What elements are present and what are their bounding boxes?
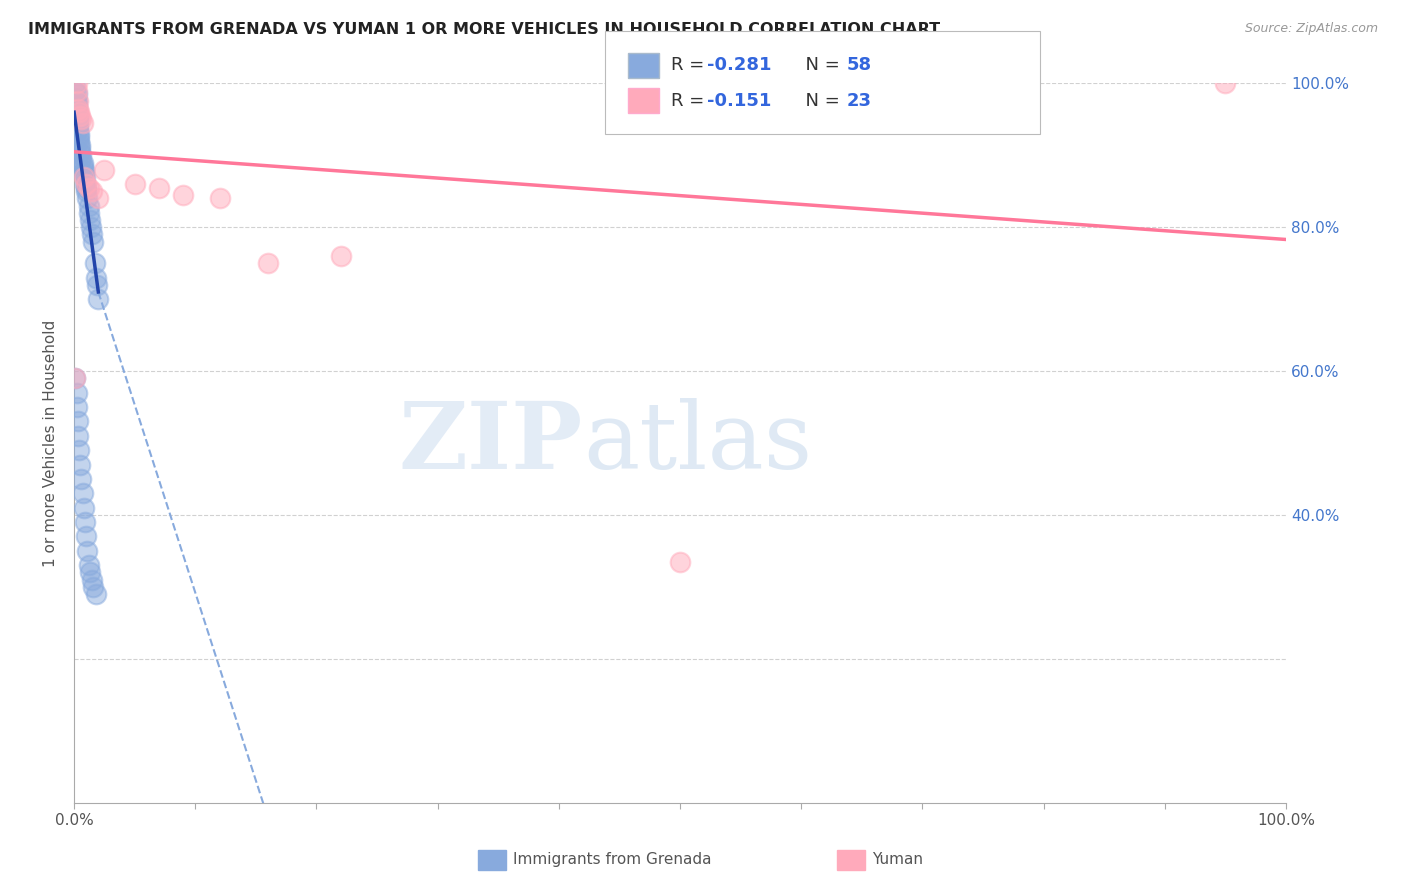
Point (73, 177, 96, 191)
Point (77, 180, 100, 194)
Point (73, 166, 96, 180)
Point (76, 544, 98, 558)
Point (172, 187, 194, 202)
Point (82, 573, 104, 587)
Point (80, 220, 103, 235)
Point (87, 292, 110, 306)
Point (82, 184, 104, 198)
Point (84, 587, 107, 601)
Point (79, 566, 101, 580)
Point (67, 127, 90, 141)
Text: 58: 58 (846, 56, 872, 74)
Point (69, 137, 91, 152)
Point (65, 87, 87, 102)
Point (77, 558, 100, 573)
Point (86, 277, 108, 292)
Point (72, 155, 94, 169)
Point (75, 177, 97, 191)
Text: N =: N = (794, 56, 846, 74)
Point (83, 256, 105, 270)
Point (87, 192, 110, 206)
Point (66, 102, 89, 116)
Point (65, 105, 87, 120)
Point (82, 580, 104, 594)
Point (73, 169, 96, 184)
Text: IMMIGRANTS FROM GRENADA VS YUMAN 1 OR MORE VEHICLES IN HOUSEHOLD CORRELATION CHA: IMMIGRANTS FROM GRENADA VS YUMAN 1 OR MO… (28, 22, 941, 37)
Point (1215, 77, 1237, 91)
Point (148, 180, 170, 194)
Point (66, 123, 89, 137)
Point (70, 152, 93, 166)
Text: N =: N = (794, 92, 846, 110)
Point (65, 98, 87, 112)
Point (66, 414, 89, 428)
Text: -0.281: -0.281 (707, 56, 772, 74)
Point (65, 77, 87, 91)
Point (77, 206, 100, 220)
Point (257, 256, 280, 270)
Point (669, 555, 692, 569)
Point (67, 105, 90, 120)
Point (75, 529, 97, 543)
Point (73, 162, 96, 177)
Point (69, 109, 91, 123)
Text: R =: R = (671, 56, 710, 74)
Text: 23: 23 (846, 92, 872, 110)
Point (67, 134, 90, 148)
Point (84, 270, 107, 285)
Point (66, 112, 89, 127)
Text: ZIP: ZIP (399, 398, 583, 488)
Text: -0.151: -0.151 (707, 92, 772, 110)
Point (65, 371, 87, 385)
Point (82, 227, 104, 242)
Point (65, 84, 87, 98)
Point (82, 235, 104, 249)
Y-axis label: 1 or more Vehicles in Household: 1 or more Vehicles in Household (44, 319, 58, 566)
Point (72, 116, 94, 130)
Point (75, 184, 97, 198)
Point (93, 162, 115, 177)
Point (76, 192, 98, 206)
Point (70, 472, 93, 486)
Point (67, 443, 90, 458)
Point (72, 486, 94, 500)
Point (65, 84, 87, 98)
Point (70, 148, 93, 162)
Point (66, 116, 89, 130)
Point (329, 249, 352, 263)
Text: Yuman: Yuman (872, 853, 922, 867)
Point (65, 77, 87, 91)
Point (73, 515, 96, 529)
Point (124, 177, 146, 191)
Point (72, 159, 94, 173)
Point (65, 102, 87, 116)
Point (69, 141, 91, 155)
Point (73, 500, 96, 515)
Point (67, 130, 90, 145)
Point (66, 120, 89, 134)
Point (65, 371, 87, 385)
Point (77, 199, 100, 213)
Point (66, 429, 89, 443)
Point (65, 400, 87, 414)
Text: R =: R = (671, 92, 710, 110)
Point (69, 145, 91, 159)
Point (66, 109, 89, 123)
Text: atlas: atlas (583, 398, 813, 488)
Point (73, 169, 96, 184)
Point (65, 91, 87, 105)
Text: Source: ZipAtlas.com: Source: ZipAtlas.com (1244, 22, 1378, 36)
Point (66, 95, 89, 109)
Text: Immigrants from Grenada: Immigrants from Grenada (513, 853, 711, 867)
Point (70, 112, 93, 127)
Point (65, 385, 87, 400)
Point (69, 458, 91, 472)
Point (208, 192, 231, 206)
Point (65, 95, 87, 109)
Point (79, 213, 101, 227)
Point (75, 180, 97, 194)
